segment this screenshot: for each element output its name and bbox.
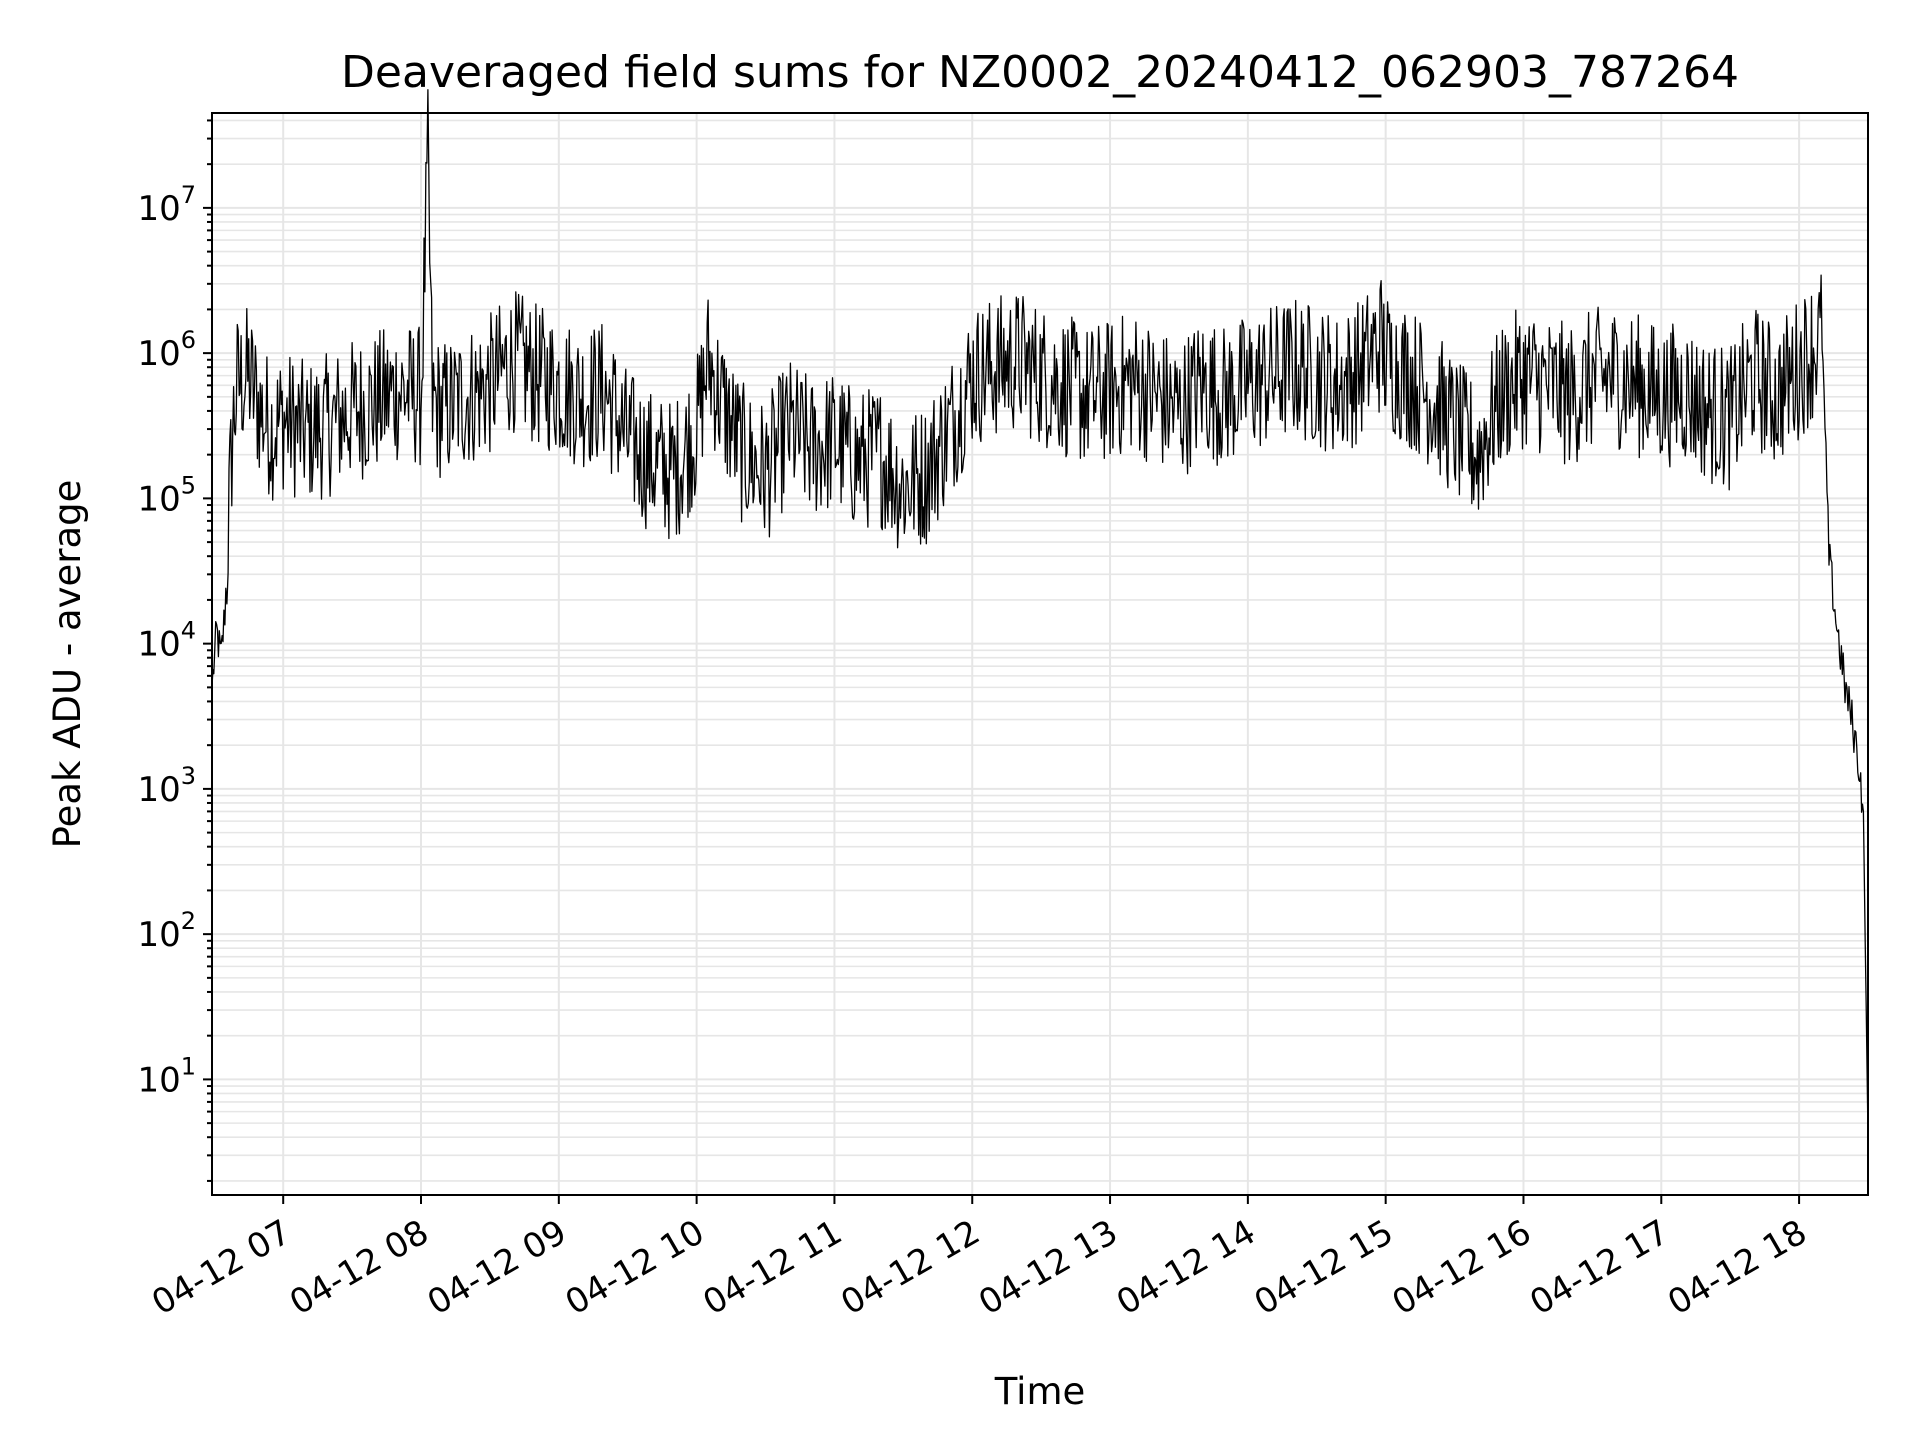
series-line xyxy=(211,89,1869,1138)
y-tick-label: 105 xyxy=(137,471,196,519)
data-layer xyxy=(211,89,1869,1138)
grid-layer xyxy=(212,113,1868,1195)
y-tick-label: 104 xyxy=(137,617,196,665)
y-axis-label: Peak ADU - average xyxy=(46,480,89,849)
x-axis-label: Time xyxy=(994,1370,1086,1413)
chart-title: Deaveraged field sums for NZ0002_2024041… xyxy=(341,47,1739,98)
y-tick-label: 103 xyxy=(137,762,196,810)
y-tick-label: 107 xyxy=(137,181,196,229)
y-axis-ticks: 101 102 103 104 105 106 107 xyxy=(137,119,212,1182)
y-tick-label: 106 xyxy=(137,326,196,374)
plot-frame xyxy=(211,112,1869,1196)
y-tick-label: 102 xyxy=(137,907,196,955)
y-tick-label: 101 xyxy=(137,1052,196,1100)
